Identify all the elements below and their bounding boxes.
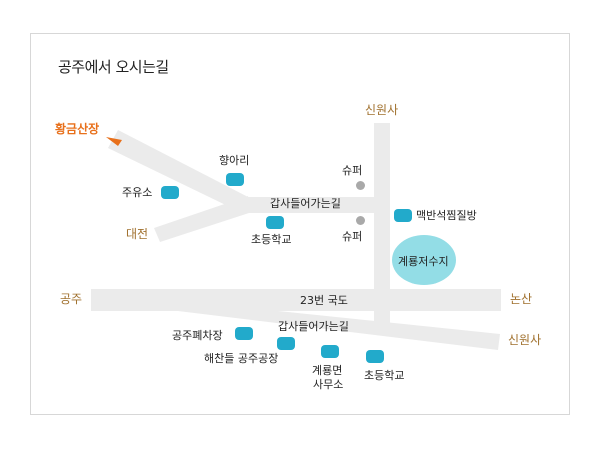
label-chodeung-upper: 초등학교 xyxy=(251,233,292,246)
place-sinwonsa-right: 신원사 xyxy=(508,333,542,347)
label-gongju-scrapyard: 공주폐차장 xyxy=(172,329,223,342)
place-daejeon: 대전 xyxy=(126,227,149,241)
road-gapsa xyxy=(228,197,380,213)
marker-super-bottom-icon[interactable] xyxy=(356,216,365,225)
marker-chodeung-upper-icon[interactable] xyxy=(266,216,284,229)
marker-maekban-icon[interactable] xyxy=(394,209,412,222)
marker-super-top-icon[interactable] xyxy=(356,181,365,190)
label-gapsa-lower: 갑사들어가는길 xyxy=(278,320,349,333)
place-nonsan: 논산 xyxy=(510,292,533,306)
marker-office-icon[interactable] xyxy=(321,345,339,358)
label-super-top: 슈퍼 xyxy=(342,164,363,177)
place-hwanggeum-sanjang[interactable]: 황금산장 xyxy=(55,122,100,136)
label-hyangari: 향아리 xyxy=(219,154,250,167)
reservoir-shape xyxy=(392,235,456,285)
label-route23: 23번 국도 xyxy=(300,294,348,307)
label-gapsa-upper: 갑사들어가는길 xyxy=(270,197,341,210)
road-vertical-sinwonsa xyxy=(374,123,390,333)
road-to-hwanggeum xyxy=(108,130,250,210)
place-gongju: 공주 xyxy=(60,292,83,306)
label-chodeung-lower: 초등학교 xyxy=(364,369,405,382)
road-to-daejeon xyxy=(154,196,252,242)
marker-haechandeul-icon[interactable] xyxy=(277,337,295,350)
marker-hyangari-icon[interactable] xyxy=(226,173,244,186)
marker-juyuso-icon[interactable] xyxy=(161,186,179,199)
label-maekban: 맥반석찜질방 xyxy=(416,209,477,222)
label-haechandeul: 해찬들 공주공장 xyxy=(204,352,279,365)
arrow-icon xyxy=(106,137,122,146)
map-frame xyxy=(30,33,570,415)
label-office-line2: 사무소 xyxy=(313,378,344,391)
label-juyuso: 주유소 xyxy=(122,186,153,199)
marker-gongju-scrapyard-icon[interactable] xyxy=(235,327,253,340)
label-office-line1: 계룡면 xyxy=(312,364,343,377)
road-route23 xyxy=(91,289,501,311)
label-reservoir: 계룡저수지 xyxy=(398,255,449,268)
place-sinwonsa-top: 신원사 xyxy=(365,103,399,117)
label-super-bottom: 슈퍼 xyxy=(342,230,363,243)
page-title: 공주에서 오시는길 xyxy=(58,58,169,76)
road-to-lower-branch xyxy=(178,301,500,350)
marker-chodeung-lower-icon[interactable] xyxy=(366,350,384,363)
